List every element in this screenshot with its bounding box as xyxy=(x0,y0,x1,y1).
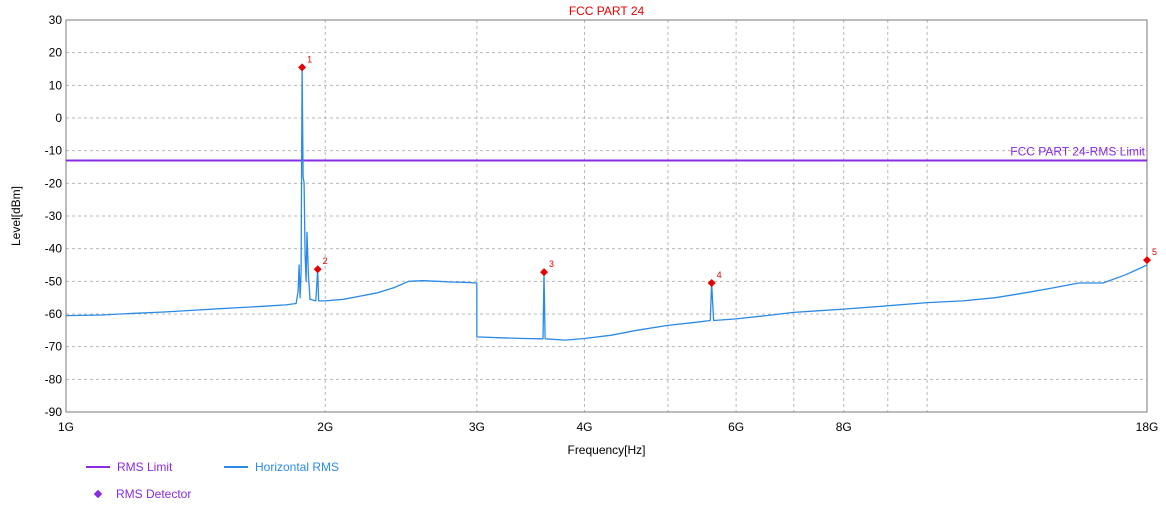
x-tick-label: 1G xyxy=(58,420,74,434)
x-tick-label: 2G xyxy=(317,420,333,434)
marker-label: 2 xyxy=(323,256,328,266)
legend-swatch-horizontal-rms xyxy=(224,466,248,468)
y-tick-label: 20 xyxy=(49,46,63,60)
marker-point xyxy=(298,63,307,72)
marker-point xyxy=(313,265,322,274)
marker-point xyxy=(707,278,716,287)
y-tick-label: -30 xyxy=(45,209,63,223)
marker-point xyxy=(1143,256,1151,265)
marker-label: 3 xyxy=(549,259,554,269)
legend-label-rms-limit: RMS Limit xyxy=(117,460,173,474)
y-axis-label: Level[dBm] xyxy=(9,186,23,246)
x-tick-label: 18G xyxy=(1136,420,1159,434)
x-tick-label: 8G xyxy=(836,420,852,434)
x-tick-label: 4G xyxy=(576,420,592,434)
marker-label: 1 xyxy=(307,54,312,64)
y-tick-label: 0 xyxy=(55,111,62,125)
legend-swatch-rms-limit xyxy=(86,466,110,468)
y-tick-label: -60 xyxy=(45,307,63,321)
y-tick-label: -70 xyxy=(45,340,63,354)
y-tick-label: -50 xyxy=(45,274,63,288)
y-tick-label: -20 xyxy=(45,176,63,190)
x-axis-label: Frequency[Hz] xyxy=(567,443,645,457)
y-tick-label: 10 xyxy=(49,78,63,92)
legend-item-rms-limit: RMS Limit xyxy=(86,460,172,474)
plot-frame xyxy=(65,19,1148,413)
chart-title: FCC PART 24 xyxy=(569,4,645,18)
y-tick-label: 30 xyxy=(49,13,63,27)
y-tick-label: -40 xyxy=(45,242,63,256)
legend-label-rms-detector: RMS Detector xyxy=(116,487,192,501)
x-tick-label: 6G xyxy=(728,420,744,434)
y-tick-label: -80 xyxy=(45,372,63,386)
legend-label-horizontal-rms: Horizontal RMS xyxy=(255,460,340,474)
y-tick-label: -10 xyxy=(45,144,63,158)
legend-swatch-rms-detector xyxy=(93,489,103,499)
limit-line-label: FCC PART 24-RMS Limit xyxy=(1010,144,1145,158)
legend-item-rms-detector: RMS Detector xyxy=(86,487,191,501)
y-tick-label: -90 xyxy=(45,405,63,419)
marker-label: 4 xyxy=(717,270,722,280)
marker-point xyxy=(540,268,549,277)
series-horizontal-rms xyxy=(65,66,1148,341)
marker-label: 5 xyxy=(1152,247,1157,257)
legend-item-horizontal-rms: Horizontal RMS xyxy=(224,460,339,474)
x-tick-label: 3G xyxy=(469,420,485,434)
